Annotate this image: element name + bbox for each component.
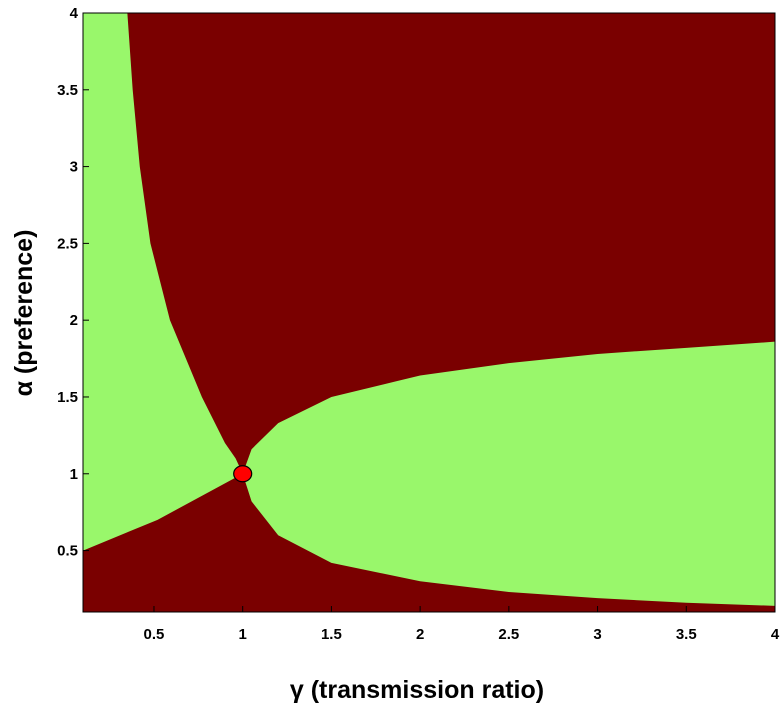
y-tick-label: 1	[70, 466, 78, 483]
y-axis-label: α (preference)	[10, 230, 38, 397]
y-tick-label: 0.5	[57, 543, 78, 560]
y-tick-label: 2	[70, 312, 78, 329]
x-tick-label: 1	[239, 626, 247, 643]
x-tick-label: 1.5	[321, 626, 342, 643]
y-tick-label: 2.5	[57, 235, 78, 252]
x-tick-label: 4	[771, 626, 780, 643]
x-tick-label: 2	[416, 626, 424, 643]
y-tick-label: 3	[70, 159, 78, 176]
x-tick-label: 2.5	[498, 626, 519, 643]
plot-area	[83, 13, 775, 612]
y-tick-label: 3.5	[57, 82, 78, 99]
x-tick-label: 3.5	[676, 626, 697, 643]
x-tick-label: 0.5	[144, 626, 165, 643]
y-tick-label: 4	[70, 5, 79, 22]
x-axis-label: γ (transmission ratio)	[290, 676, 544, 704]
y-tick-label: 1.5	[57, 389, 78, 406]
x-tick-label: 3	[593, 626, 601, 643]
equilibrium-marker	[234, 466, 252, 482]
